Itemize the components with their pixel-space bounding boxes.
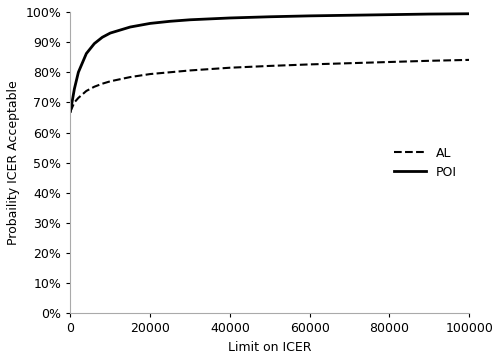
AL	[92, 84, 98, 89]
POI	[187, 18, 193, 22]
AL	[227, 66, 233, 70]
POI	[68, 109, 73, 114]
AL	[426, 58, 432, 63]
AL	[167, 70, 173, 74]
AL	[147, 72, 153, 76]
AL	[72, 100, 78, 105]
POI	[426, 12, 432, 16]
POI	[386, 13, 392, 17]
AL	[306, 62, 312, 66]
POI	[147, 21, 153, 26]
POI	[267, 14, 273, 19]
POI	[72, 87, 78, 91]
POI	[227, 16, 233, 20]
POI	[100, 35, 105, 39]
AL	[267, 64, 273, 68]
POI	[346, 13, 352, 17]
POI	[76, 70, 82, 74]
AL	[127, 75, 133, 79]
AL	[84, 89, 89, 93]
AL	[346, 61, 352, 65]
AL	[187, 68, 193, 73]
POI	[466, 12, 472, 16]
Y-axis label: Probaility ICER Acceptable: Probaility ICER Acceptable	[7, 81, 20, 245]
POI	[108, 31, 114, 35]
AL	[466, 58, 472, 62]
POI	[127, 25, 133, 29]
Legend: AL, POI: AL, POI	[388, 140, 463, 185]
POI	[306, 14, 312, 18]
Line: AL: AL	[70, 60, 469, 112]
AL	[76, 96, 82, 100]
X-axis label: Limit on ICER: Limit on ICER	[228, 341, 312, 354]
POI	[84, 51, 89, 56]
Line: POI: POI	[70, 14, 469, 112]
POI	[167, 19, 173, 23]
AL	[108, 79, 114, 83]
POI	[92, 42, 98, 46]
AL	[68, 109, 73, 114]
AL	[100, 82, 105, 86]
AL	[386, 60, 392, 64]
